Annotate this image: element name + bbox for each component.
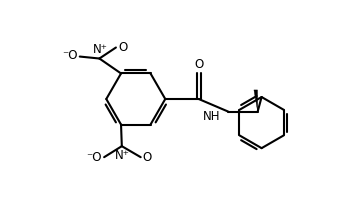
Text: O: O xyxy=(194,58,203,71)
Text: N⁺: N⁺ xyxy=(114,149,129,162)
Text: ⁻O: ⁻O xyxy=(87,151,102,165)
Text: O: O xyxy=(118,41,127,54)
Text: ⁻O: ⁻O xyxy=(62,49,78,62)
Text: O: O xyxy=(143,151,152,165)
Polygon shape xyxy=(254,90,258,112)
Text: N⁺: N⁺ xyxy=(93,43,108,56)
Text: NH: NH xyxy=(203,110,220,123)
